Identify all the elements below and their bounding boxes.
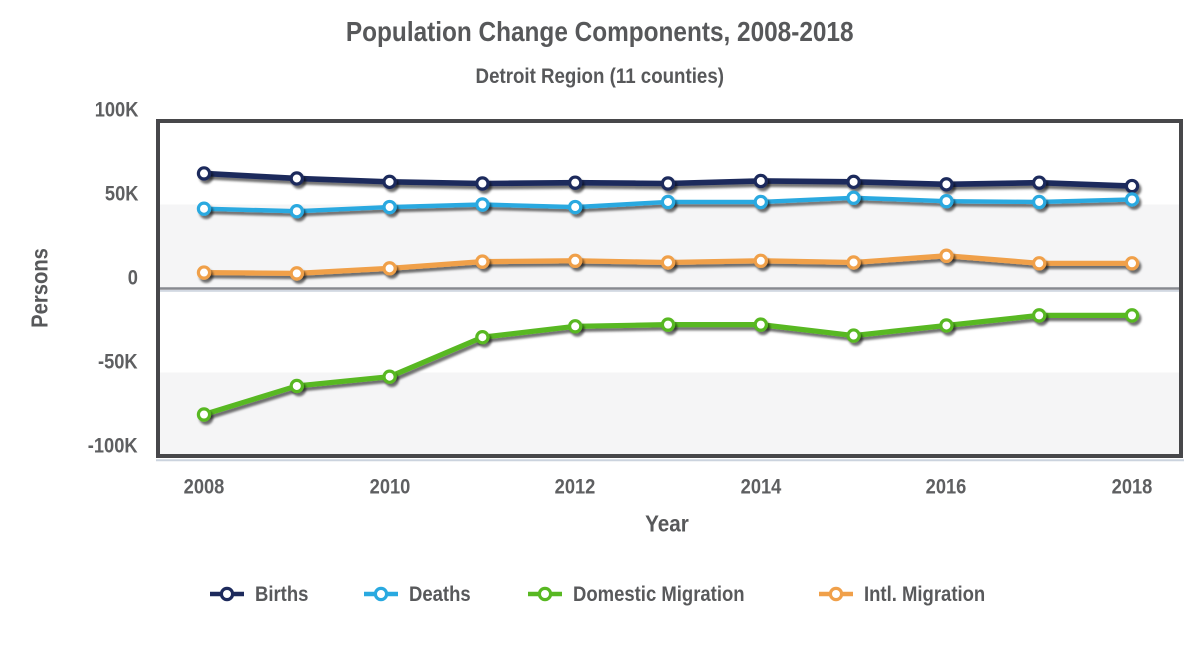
series-domestic-migration-point <box>939 318 954 333</box>
x-axis-title: Year <box>645 510 689 537</box>
y-tick-label: -50K <box>98 349 138 373</box>
series-deaths-point <box>846 190 861 205</box>
legend-label: Domestic Migration <box>572 581 745 606</box>
series-domestic-migration-point <box>660 317 676 332</box>
series-intl-migration-point <box>753 253 769 268</box>
y-tick-label: 0 <box>127 265 138 289</box>
series-intl-migration-point <box>939 248 954 263</box>
plot-frame <box>156 119 1183 458</box>
y-tick-label: 50K <box>104 181 138 205</box>
series-intl-migration-point <box>846 255 861 270</box>
series-births-point <box>196 166 212 181</box>
x-tick-label: 2010 <box>369 474 410 499</box>
x-tick-label: 2018 <box>1111 474 1153 499</box>
series-deaths-point <box>939 193 954 209</box>
series-births-point <box>475 176 490 191</box>
legend-marker-icon <box>363 586 398 602</box>
chart-subtitle: Detroit Region (11 counties) <box>475 64 725 88</box>
series-domestic-migration-point <box>289 378 304 394</box>
legend-item-intl-migration[interactable]: Intl. Migration <box>818 582 1005 607</box>
series-deaths-point <box>753 194 769 210</box>
series-deaths-point <box>1124 192 1140 207</box>
series-domestic-migration-point <box>382 369 397 384</box>
y-tick-label: -100K <box>88 433 138 457</box>
series-intl-migration-point <box>196 265 212 280</box>
series-domestic-migration-point <box>196 407 212 422</box>
plot-band <box>160 372 1179 457</box>
series-intl-migration-point <box>1124 256 1140 271</box>
series-deaths-point <box>382 199 397 215</box>
legend-item-domestic-migration[interactable]: Domestic Migration <box>527 582 773 607</box>
legend-marker-icon <box>527 586 562 602</box>
series-domestic-migration-point <box>1031 308 1047 323</box>
series-domestic-migration-point <box>475 330 490 345</box>
legend-item-births[interactable]: Births <box>209 582 317 607</box>
series-deaths-point <box>475 197 490 212</box>
series-deaths-point <box>660 194 676 210</box>
x-tick-label: 2008 <box>183 474 225 499</box>
series-intl-migration-point <box>568 253 583 268</box>
chart-title: Population Change Components, 2008-2018 <box>346 16 854 47</box>
series-births-point <box>753 173 769 189</box>
series-births-point <box>939 177 954 192</box>
series-births-point <box>382 174 397 190</box>
y-tick-label: 100K <box>94 97 138 121</box>
x-tick-label: 2012 <box>554 474 596 499</box>
series-births-point <box>1124 178 1140 194</box>
series-intl-migration-point <box>382 261 397 276</box>
legend-label: Births <box>254 581 309 606</box>
series-deaths-point <box>1031 194 1047 210</box>
x-tick-label: 2016 <box>926 474 967 499</box>
x-tick-label: 2014 <box>740 474 782 499</box>
series-births-point <box>660 176 676 191</box>
legend-marker-icon <box>209 586 244 602</box>
legend-marker-icon <box>819 586 854 602</box>
legend-label: Intl. Migration <box>864 581 986 606</box>
series-domestic-migration-point <box>846 328 861 343</box>
series-intl-migration-point <box>475 254 490 269</box>
plot-band <box>160 204 1179 289</box>
series-deaths-point <box>568 199 583 215</box>
series-deaths-point <box>196 201 212 216</box>
series-births-point <box>1031 175 1047 190</box>
legend-label: Deaths <box>408 581 471 606</box>
series-intl-migration-point <box>1031 256 1047 271</box>
series-intl-migration-point <box>289 266 304 281</box>
series-domestic-migration-point <box>753 317 769 332</box>
series-births-point <box>568 175 583 190</box>
series-domestic-migration-point <box>1124 308 1140 323</box>
series-intl-migration-point <box>660 255 676 270</box>
series-births-point <box>289 171 304 186</box>
legend-item-deaths[interactable]: Deaths <box>363 582 481 607</box>
series-domestic-migration-point <box>568 319 583 334</box>
series-deaths-point <box>289 204 304 219</box>
legend: Births Deaths Domestic Migration Intl. Migr… <box>0 578 1200 610</box>
series-births-point <box>846 174 861 190</box>
